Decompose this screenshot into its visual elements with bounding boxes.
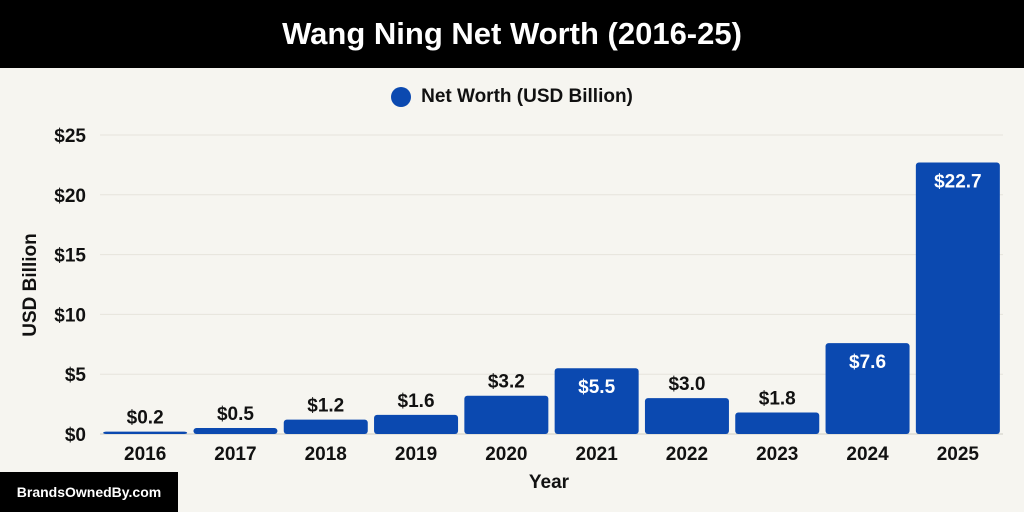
y-tick-label: $0 (65, 425, 86, 446)
y-tick-label: $15 (54, 246, 86, 267)
bar-2022 (644, 398, 729, 434)
x-axis-label: Year (528, 472, 570, 493)
data-label-2016: $0.2 (127, 408, 164, 429)
bar-2018 (283, 419, 368, 434)
x-tick-label-2025: 2025 (937, 444, 980, 465)
watermark: BrandsOwnedBy.com (0, 472, 178, 512)
y-tick-label: $5 (65, 365, 87, 386)
y-tick-label: $25 (54, 126, 86, 147)
data-label-2023: $1.8 (759, 388, 796, 409)
x-tick-label-2021: 2021 (576, 444, 619, 465)
bar-2020 (464, 395, 549, 434)
x-tick-label-2023: 2023 (756, 444, 798, 465)
data-label-2022: $3.0 (668, 374, 705, 395)
data-label-2017: $0.5 (217, 404, 254, 425)
data-label-2025: $22.7 (934, 172, 982, 193)
x-tick-label-2018: 2018 (305, 444, 347, 465)
legend: Net Worth (USD Billion) (0, 86, 1024, 108)
x-tick-label-2017: 2017 (214, 444, 256, 465)
x-tick-label-2024: 2024 (846, 444, 889, 465)
data-label-2020: $3.2 (488, 372, 525, 393)
y-tick-label: $10 (54, 305, 86, 326)
data-label-2021: $5.5 (578, 377, 615, 398)
x-tick-label-2016: 2016 (124, 444, 166, 465)
bar-2025 (915, 162, 1000, 434)
y-tick-label: $20 (54, 186, 86, 207)
bar-2016 (103, 431, 188, 434)
bar-2021 (554, 368, 639, 434)
legend-label: Net Worth (USD Billion) (421, 86, 633, 107)
x-tick-label-2020: 2020 (485, 444, 527, 465)
bar-2023 (735, 412, 820, 434)
bar-2017 (193, 428, 278, 434)
data-label-2018: $1.2 (307, 396, 344, 417)
bar-2024 (825, 343, 910, 434)
legend-swatch (391, 87, 412, 107)
x-tick-label-2019: 2019 (395, 444, 437, 465)
chart-title: Wang Ning Net Worth (2016-25) (0, 0, 1024, 68)
data-label-2019: $1.6 (398, 391, 435, 412)
data-label-2024: $7.6 (849, 352, 886, 373)
bar-2019 (374, 414, 459, 434)
x-tick-label-2022: 2022 (666, 444, 708, 465)
